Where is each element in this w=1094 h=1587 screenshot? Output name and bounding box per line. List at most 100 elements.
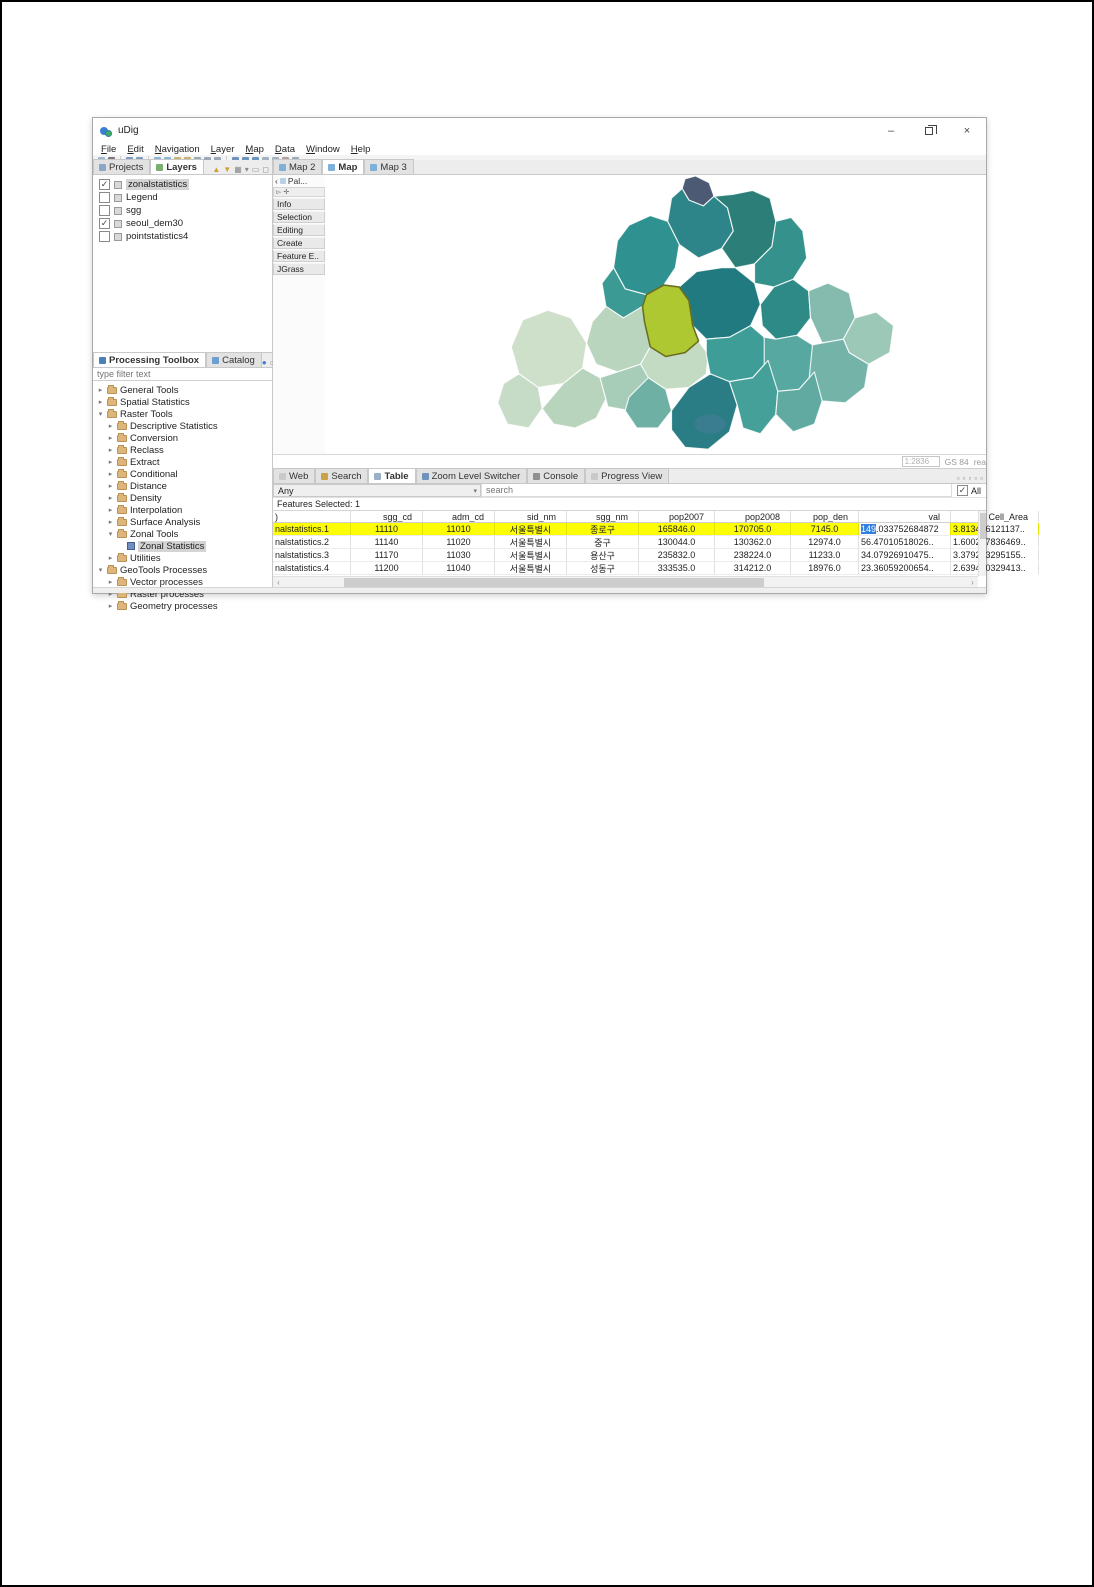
vscrollbar-thumb[interactable] <box>980 513 986 539</box>
table-cell[interactable]: 11200 <box>351 562 423 574</box>
editor-tab-map[interactable]: Map <box>322 159 365 174</box>
column-header-sgg-cd[interactable]: sgg_cd <box>351 511 423 522</box>
tree-collapsed-icon[interactable]: ▸ <box>108 471 113 478</box>
district-jongno-highlighted[interactable] <box>641 284 700 358</box>
table-cell[interactable]: 56.47010518026.. <box>859 536 951 548</box>
toolbox-item-conditional[interactable]: ▸ Conditional <box>93 468 272 480</box>
maximize-icon[interactable]: ▫ <box>980 474 983 483</box>
column-header-id[interactable]: ) <box>273 511 351 522</box>
toolbox-item-zonal-statistics[interactable]: Zonal Statistics <box>93 540 272 552</box>
move-up-icon[interactable]: ▲ <box>212 165 221 174</box>
table-cell[interactable]: 11140 <box>351 536 423 548</box>
column-header-sid-nm[interactable]: sid_nm <box>495 511 567 522</box>
table-cell[interactable]: 333535.0 <box>639 562 715 574</box>
palette-category-selection[interactable]: Selection <box>273 211 325 223</box>
maximize-panel-icon[interactable]: ◻ <box>262 165 269 174</box>
refresh-icon[interactable]: ▫ <box>962 474 966 483</box>
tree-collapsed-icon[interactable]: ▸ <box>108 447 113 454</box>
horizontal-scrollbar[interactable]: ‹ › <box>273 576 978 587</box>
table-cell[interactable]: nalstatistics.3 <box>273 549 351 561</box>
table-row[interactable]: nalstatistics.4 11200 11040 서울특별시 성동구 333535.… <box>273 562 1039 575</box>
table-cell[interactable]: 성동구 <box>567 562 639 574</box>
vertical-scrollbar[interactable] <box>978 511 986 576</box>
layer-item-seoul-dem30[interactable]: ✓ seoul_dem30 <box>99 217 272 230</box>
table-cell[interactable]: 23.36059200654.. <box>859 562 951 574</box>
toolbox-item-distance[interactable]: ▸ Distance <box>93 480 272 492</box>
restore-button[interactable] <box>910 118 948 143</box>
table-cell[interactable]: 165846.0 <box>639 523 715 535</box>
toolbox-item-reclass[interactable]: ▸ Reclass <box>93 444 272 456</box>
layer-item-legend[interactable]: Legend <box>99 191 272 204</box>
menu-map[interactable]: Map <box>245 143 264 155</box>
district-gwanak[interactable] <box>670 373 738 450</box>
menu-navigation[interactable]: Navigation <box>154 143 200 155</box>
column-header-pop2008[interactable]: pop2008 <box>715 511 791 522</box>
layer-item-sgg[interactable]: sgg <box>99 204 272 217</box>
tree-collapsed-icon[interactable]: ▸ <box>108 459 113 466</box>
table-cell[interactable]: 서울특별시 <box>495 536 567 548</box>
table-cell[interactable]: 서울특별시 <box>495 549 567 561</box>
scale-combo[interactable]: 1:2836 <box>901 456 940 467</box>
table-cell[interactable]: 11110 <box>351 523 423 535</box>
tree-collapsed-icon[interactable]: ▸ <box>98 399 103 406</box>
toolbox-item-geotools-processes[interactable]: ▾ GeoTools Processes <box>93 564 272 576</box>
tree-collapsed-icon[interactable]: ▸ <box>108 483 113 490</box>
seoul-choropleth-map[interactable] <box>328 175 986 455</box>
table-row[interactable]: nalstatistics.1 11110 11010 서울특별시 종로구 165846.… <box>273 523 1039 536</box>
move-down-icon[interactable]: ▼ <box>223 165 232 174</box>
table-cell[interactable]: 용산구 <box>567 549 639 561</box>
toolbox-item-density[interactable]: ▸ Density <box>93 492 272 504</box>
layer-item-zonalstatistics[interactable]: ✓ zonalstatistics <box>99 178 272 191</box>
minimize-panel-icon[interactable]: ▭ <box>251 165 260 174</box>
menu-window[interactable]: Window <box>306 143 340 155</box>
table-cell[interactable]: 149.033752684872 <box>859 523 951 535</box>
table-cell[interactable]: 130044.0 <box>639 536 715 548</box>
glasspane-icon[interactable]: ▦ <box>234 165 242 174</box>
menu-help[interactable]: Help <box>350 143 371 155</box>
view-tab-web[interactable]: Web <box>273 468 316 483</box>
district-gangnam[interactable] <box>775 371 823 433</box>
table-cell[interactable]: 11020 <box>423 536 495 548</box>
tree-collapsed-icon[interactable]: ▸ <box>108 603 113 610</box>
column-header-pop-den[interactable]: pop_den <box>791 511 859 522</box>
column-header-cell-area[interactable]: Cell_Area <box>951 511 1039 522</box>
table-cell[interactable]: 235832.0 <box>639 549 715 561</box>
minimize-button[interactable]: – <box>887 124 895 137</box>
table-cell[interactable]: 11030 <box>423 549 495 561</box>
view-menu-icon[interactable]: ▫ <box>968 474 972 483</box>
toolbox-item-surface-analysis[interactable]: ▸ Surface Analysis <box>93 516 272 528</box>
table-cell[interactable]: 11233.0 <box>791 549 859 561</box>
table-cell[interactable]: 12974.0 <box>791 536 859 548</box>
tree-expanded-icon[interactable]: ▾ <box>98 411 103 418</box>
view-tab-table[interactable]: Table <box>368 468 416 483</box>
view-tab-console[interactable]: Console <box>527 468 586 483</box>
palette-category-create[interactable]: Create <box>273 237 325 249</box>
menu-edit[interactable]: Edit <box>127 143 144 155</box>
layout-icon[interactable]: ▫ <box>956 474 960 483</box>
layer-visibility-checkbox[interactable]: ✓ <box>99 179 110 190</box>
table-search-input[interactable] <box>481 484 952 497</box>
layer-visibility-checkbox[interactable] <box>99 205 110 216</box>
palette-category-editing[interactable]: Editing <box>273 224 325 236</box>
toolbox-item-geometry-processes[interactable]: ▸ Geometry processes <box>93 600 272 612</box>
close-button[interactable]: × <box>963 124 971 137</box>
scroll-right-icon[interactable]: › <box>971 577 974 587</box>
all-checkbox-group[interactable]: ✓ All <box>952 485 986 496</box>
table-cell[interactable]: 1.600267836469.. <box>951 536 1039 548</box>
table-row[interactable]: nalstatistics.3 11170 11030 서울특별시 용산구 235832.… <box>273 549 1039 562</box>
layer-visibility-checkbox[interactable]: ✓ <box>99 218 110 229</box>
table-cell[interactable]: 314212.0 <box>715 562 791 574</box>
tree-expanded-icon[interactable]: ▾ <box>98 567 103 574</box>
table-cell[interactable]: 18976.0 <box>791 562 859 574</box>
table-cell[interactable]: 130362.0 <box>715 536 791 548</box>
district-mapo[interactable] <box>585 305 651 373</box>
toolbox-item-raster-tools[interactable]: ▾ Raster Tools <box>93 408 272 420</box>
editor-tab-map-3[interactable]: Map 3 <box>364 159 414 174</box>
district-eunpyeong[interactable] <box>613 214 680 296</box>
palette-back-icon[interactable]: ‹ <box>275 176 278 186</box>
toolbox-item-descriptive-statistics[interactable]: ▸ Descriptive Statistics <box>93 420 272 432</box>
toolbox-item-utilities[interactable]: ▸ Utilities <box>93 552 272 564</box>
toolbox-item-extract[interactable]: ▸ Extract <box>93 456 272 468</box>
toolbox-item-spatial-statistics[interactable]: ▸ Spatial Statistics <box>93 396 272 408</box>
tree-collapsed-icon[interactable]: ▸ <box>108 591 113 598</box>
